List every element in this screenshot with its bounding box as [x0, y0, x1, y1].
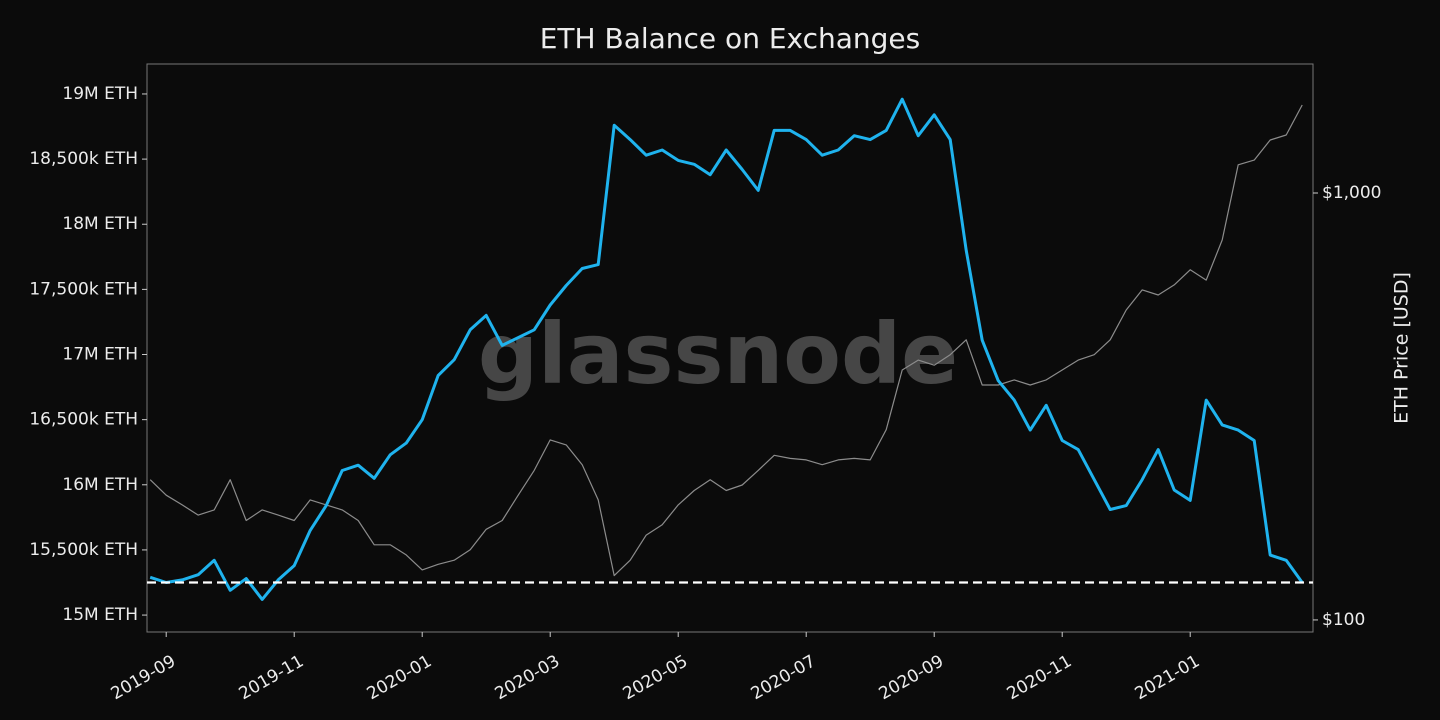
y-tick-label: 16M ETH: [62, 475, 138, 495]
y-tick-label: 16,500k ETH: [29, 410, 138, 430]
y-tick-label: 15M ETH: [62, 605, 138, 625]
y2-axis-label: ETH Price [USD]: [1391, 272, 1413, 424]
price-line: [149, 104, 1303, 577]
y-tick-label: 18M ETH: [62, 214, 138, 234]
y-tick-label: 15,500k ETH: [29, 540, 138, 560]
plot-frame: [146, 63, 1314, 633]
balance-line: [149, 97, 1304, 601]
chart-title: ETH Balance on Exchanges: [540, 22, 921, 55]
y-tick-label: 18,500k ETH: [29, 149, 138, 169]
y-tick-label: 17M ETH: [62, 345, 138, 365]
y2-tick-label: $100: [1322, 610, 1365, 630]
y-tick-label: 19M ETH: [62, 84, 138, 104]
watermark: glassnode: [478, 305, 958, 403]
y2-tick-label: $1,000: [1322, 183, 1381, 203]
y-tick-label: 17,500k ETH: [29, 279, 138, 299]
